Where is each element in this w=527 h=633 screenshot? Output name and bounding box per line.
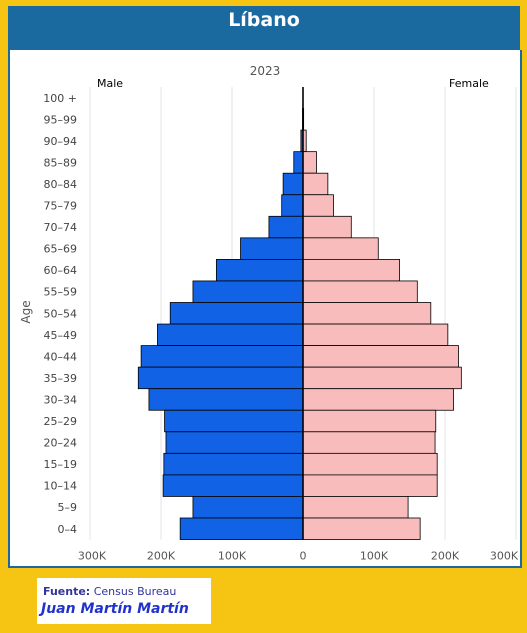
male-bar <box>281 194 304 217</box>
female-bar <box>302 151 317 174</box>
y-axis-title: Age <box>19 300 33 323</box>
age-tick-label: 50–54 <box>44 307 78 320</box>
age-tick-label: 40–44 <box>44 350 78 363</box>
male-bar <box>148 388 304 411</box>
age-tick-label: 80–84 <box>44 178 78 191</box>
female-bar <box>302 474 438 497</box>
x-tick-label: 300K <box>78 550 107 563</box>
age-tick-label: 25–29 <box>44 415 78 428</box>
female-bar <box>302 237 379 260</box>
x-tick-label: 200K <box>431 550 460 563</box>
source-text: Census Bureau <box>93 585 177 598</box>
male-bar <box>293 151 304 174</box>
author-name: Juan Martín Martín <box>41 601 189 617</box>
source-line: Fuente: Census Bureau <box>43 585 176 598</box>
source-box: Fuente: Census Bureau Juan Martín Martín <box>37 578 211 624</box>
female-bar <box>302 323 449 346</box>
age-tick-label: 55–59 <box>44 286 78 299</box>
female-bar <box>302 496 409 519</box>
age-tick-label: 0–4 <box>58 523 78 536</box>
female-bar <box>302 431 436 454</box>
male-bar <box>282 172 304 196</box>
age-tick-label: 70–74 <box>44 221 78 234</box>
age-tick-label: 30–34 <box>44 393 78 406</box>
age-tick-label: 45–49 <box>44 329 78 342</box>
population-pyramid-chart: 2023 Male Female Age 100 + 95–99 90–94 85–89 80–… <box>19 64 519 563</box>
age-tick-label: 60–64 <box>44 264 78 277</box>
age-tick-label: 100 + <box>43 92 77 105</box>
female-label: Female <box>449 77 489 90</box>
age-tick-label: 35–39 <box>44 372 78 385</box>
age-tick-label: 5–9 <box>58 501 78 514</box>
male-bar <box>179 517 304 540</box>
female-bar <box>302 280 418 303</box>
female-bar <box>302 409 437 433</box>
female-bar <box>302 172 329 196</box>
male-bar <box>169 302 304 325</box>
male-bar <box>140 345 304 368</box>
male-bar <box>137 366 304 390</box>
male-bar <box>268 215 304 239</box>
age-tick-label: 95–99 <box>44 113 78 126</box>
female-bar <box>302 215 352 239</box>
x-tick-label: 0 <box>300 550 307 563</box>
x-tick-label: 100K <box>360 550 389 563</box>
male-bar <box>164 409 304 433</box>
male-bar <box>215 258 304 282</box>
age-tick-label: 20–24 <box>44 437 78 450</box>
age-tick-label: 65–69 <box>44 243 78 256</box>
male-bar <box>240 237 304 260</box>
chart-title: Líbano <box>8 6 520 50</box>
x-tick-label: 300K <box>490 550 519 563</box>
chart-subtitle: 2023 <box>250 64 281 78</box>
female-bar <box>302 345 459 368</box>
female-bar <box>302 452 438 476</box>
male-bar <box>162 474 304 497</box>
male-bar <box>192 496 304 519</box>
male-label: Male <box>97 77 123 90</box>
female-bar <box>302 258 400 282</box>
age-tick-label: 75–79 <box>44 200 78 213</box>
x-tick-label: 100K <box>218 550 247 563</box>
female-bar <box>302 366 462 390</box>
chart-panel: 2023 Male Female Age 100 + 95–99 90–94 85–89 80–… <box>8 50 522 568</box>
male-bar <box>165 431 304 454</box>
age-tick-label: 85–89 <box>44 156 78 169</box>
age-tick-label: 90–94 <box>44 135 78 148</box>
x-tick-label: 200K <box>147 550 176 563</box>
female-bar <box>302 302 432 325</box>
age-tick-label: 15–19 <box>44 458 78 471</box>
source-label: Fuente: <box>43 585 91 598</box>
male-bar <box>192 280 304 303</box>
female-bar <box>302 517 421 540</box>
male-bar <box>157 323 304 346</box>
female-bar <box>302 388 454 411</box>
male-bar <box>163 452 304 476</box>
age-tick-label: 10–14 <box>44 480 78 493</box>
female-bar <box>302 194 334 217</box>
